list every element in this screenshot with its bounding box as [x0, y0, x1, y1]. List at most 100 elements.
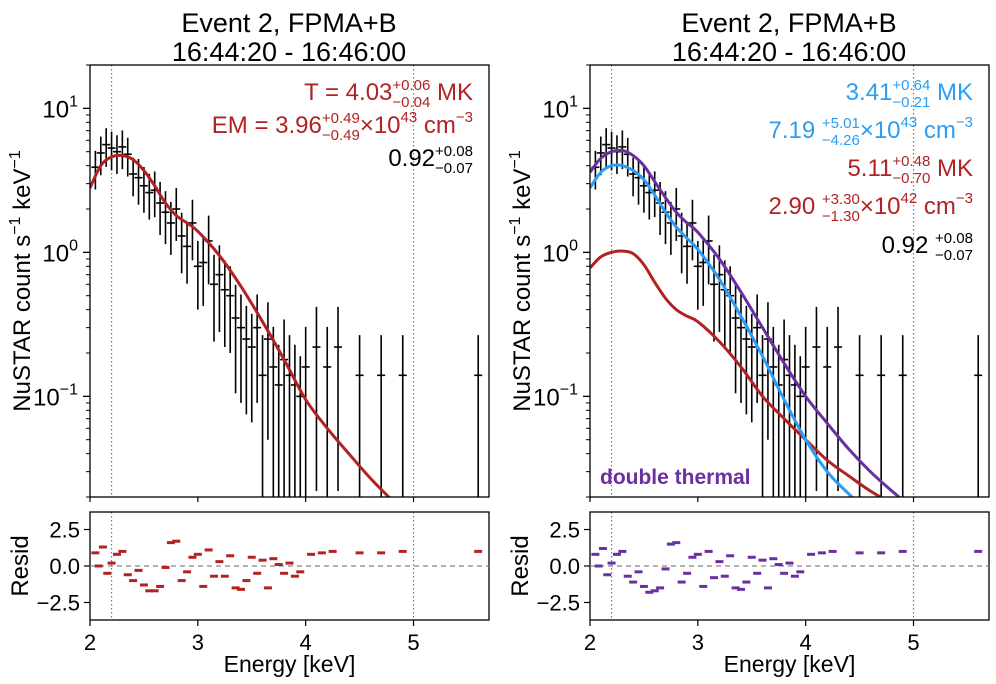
annotation-value: 4.03 — [346, 79, 393, 106]
resid-y-tick-label: 0.0 — [549, 554, 580, 579]
resid-y-tick-label: 2.5 — [49, 518, 80, 543]
annotation-lower-error: −0.21 — [892, 94, 930, 111]
y-tick-label: 10−1 — [33, 381, 78, 411]
annotation-exponent: 43 — [401, 109, 418, 126]
y-tick-base: 10 — [542, 240, 569, 267]
y-tick-exp: 0 — [69, 237, 78, 254]
annotation-upper-error: +0.06 — [392, 77, 430, 94]
annotation-upper-error: +3.30 — [822, 191, 860, 208]
annotation-lower-error: −0.04 — [392, 94, 430, 111]
annotation-unit-exponent: −3 — [956, 190, 973, 207]
x-tick-label: 4 — [800, 630, 812, 655]
fit-annotation: T = 4.03+0.06 −0.04 MK — [304, 77, 473, 111]
annotation-unit: MK — [430, 79, 473, 106]
y-tick-exp: 0 — [569, 237, 578, 254]
plot-frame — [589, 64, 990, 498]
y-label-sup: −1 — [507, 216, 524, 234]
fit-annotation: 2.90 +3.30 −1.30×1042 cm−3 — [768, 190, 973, 225]
annotation-upper-error: +0.64 — [892, 77, 930, 94]
legend-label: double thermal — [600, 466, 751, 489]
x-tick-label: 4 — [300, 630, 312, 655]
annotation-lower-error: −0.07 — [935, 247, 973, 264]
y-label-sup: −1 — [507, 150, 524, 168]
y-tick-exp: 1 — [569, 93, 578, 110]
model-curve-cool — [590, 163, 855, 497]
annotation-unit: MK — [930, 79, 973, 106]
annotation-upper-error: +0.08 — [935, 230, 973, 247]
annotation-unit-cm: cm — [917, 193, 956, 220]
fit-annotation: 0.92 +0.08 −0.07 — [882, 230, 973, 264]
y-label-sup: −1 — [7, 150, 24, 168]
annotation-upper-error: +0.08 — [435, 143, 473, 160]
annotation-value: 3.96 — [275, 112, 322, 139]
y-tick-base: 10 — [533, 384, 560, 411]
annotation-unit: ×10 — [860, 193, 901, 220]
annotation-unit: MK — [930, 155, 973, 182]
annotation-value: 2.90 — [768, 193, 821, 220]
chart-subtitle: 16:44:20 - 16:46:00 — [672, 37, 906, 67]
y-tick-label: 100 — [542, 237, 578, 267]
annotation-lower-error: −0.49 — [322, 127, 360, 144]
y-tick-label: 10−1 — [533, 381, 578, 411]
annotation-upper-error: +5.01 — [822, 115, 860, 132]
resid-y-tick-label: 2.5 — [549, 518, 580, 543]
y-label-mid: keV — [9, 169, 36, 217]
fit-annotation: 3.41+0.64 −0.21 MK — [846, 77, 973, 111]
y-axis-label: NuSTAR count s−1 keV−1 — [507, 150, 536, 412]
y-axis-label: NuSTAR count s−1 keV−1 — [7, 150, 36, 412]
x-tick-label: 3 — [192, 630, 204, 655]
annotation-value: 0.92 — [882, 232, 935, 259]
annotation-value: 7.19 — [768, 117, 821, 144]
x-tick-label: 2 — [84, 630, 96, 655]
y-label-sup: −1 — [7, 216, 24, 234]
chart-title: Event 2, FPMA+B — [181, 8, 396, 38]
chart-title: Event 2, FPMA+B — [681, 8, 896, 38]
y-label-mid: keV — [509, 169, 536, 217]
x-tick-label: 5 — [407, 630, 419, 655]
annotation-lower-error: −0.70 — [892, 170, 930, 187]
annotation-unit: ×10 — [360, 112, 401, 139]
x-tick-label: 3 — [692, 630, 704, 655]
y-tick-base: 10 — [42, 96, 69, 123]
resid-y-tick-label: −2.5 — [37, 590, 80, 615]
annotation-upper-error: +0.48 — [892, 153, 930, 170]
fit-annotation: EM = 3.96+0.49 −0.49×1043 cm−3 — [212, 109, 473, 144]
y-tick-exp: 1 — [69, 93, 78, 110]
annotation-unit: ×10 — [860, 117, 901, 144]
annotation-value: 3.41 — [846, 79, 893, 106]
annotation-unit-exponent: −3 — [956, 114, 973, 131]
annotation-prefix: EM = — [212, 112, 275, 139]
data-points — [91, 128, 483, 497]
plot-frame — [89, 64, 490, 498]
model-curve-hot — [590, 249, 884, 497]
x-axis-label: Energy [keV] — [724, 651, 856, 677]
y-tick-label: 101 — [542, 93, 578, 123]
annotation-lower-error: −1.30 — [822, 208, 860, 225]
y-tick-label: 100 — [42, 237, 78, 267]
model-curve-total — [590, 148, 902, 497]
fit-annotation: 5.11+0.48 −0.70 MK — [847, 153, 973, 187]
y-tick-base: 10 — [542, 96, 569, 123]
annotation-unit-cm: cm — [917, 117, 956, 144]
annotation-exponent: 42 — [901, 190, 918, 207]
resid-y-tick-label: −2.5 — [537, 590, 580, 615]
annotation-lower-error: −0.07 — [435, 160, 473, 177]
panel-1: Event 2, FPMA+B16:44:20 - 16:46:0010−110… — [7, 8, 490, 677]
y-tick-exp: −1 — [560, 381, 578, 398]
fit-annotation: 0.92+0.08 −0.07 — [388, 143, 473, 177]
annotation-value: 0.92 — [388, 145, 435, 172]
x-tick-label: 5 — [907, 630, 919, 655]
y-label-text: NuSTAR count s — [9, 235, 36, 412]
y-tick-label: 101 — [42, 93, 78, 123]
y-label-text: NuSTAR count s — [509, 235, 536, 412]
x-tick-label: 2 — [584, 630, 596, 655]
x-axis-label: Energy [keV] — [224, 651, 356, 677]
chart-subtitle: 16:44:20 - 16:46:00 — [172, 37, 406, 67]
y-tick-exp: −1 — [60, 381, 78, 398]
annotation-exponent: 43 — [901, 114, 918, 131]
annotation-value: 5.11 — [847, 155, 892, 182]
y-tick-base: 10 — [42, 240, 69, 267]
resid-y-tick-label: 0.0 — [49, 554, 80, 579]
resid-y-axis-label: Resid — [507, 535, 534, 596]
